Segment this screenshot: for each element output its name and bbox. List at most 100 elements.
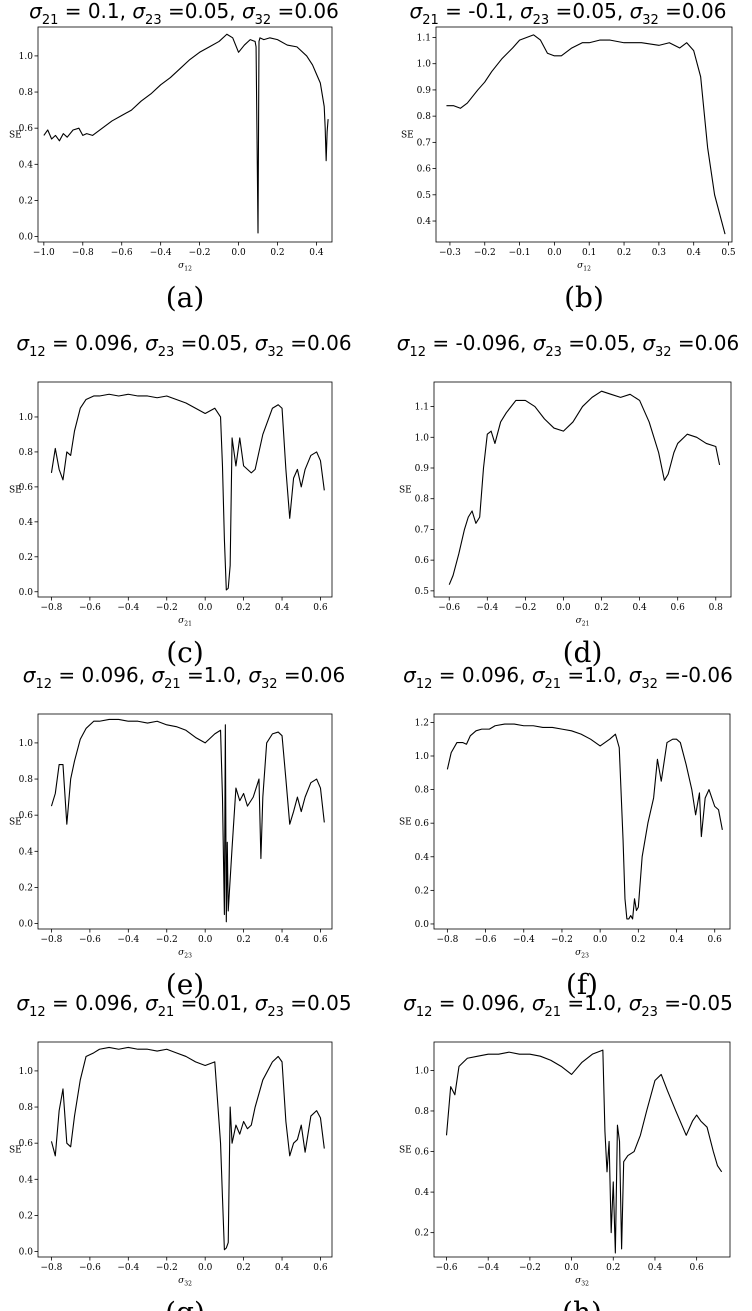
y-axis-label: SE (399, 1146, 412, 1156)
x-tick-label: −0.8 (41, 935, 63, 945)
chart-svg-1: σ21 = 0.1, σ23 =0.05, σ32 =0.06 −1.0 −0.8 −… (9, 0, 339, 314)
x-tick-label: −0.2 (189, 248, 211, 258)
y-tick-label: 0.9 (415, 464, 430, 474)
series-line (445, 1049, 723, 1254)
panel-caption: (c) (166, 636, 204, 669)
chart-svg-6: σ12 = 0.096, σ21 =1.0, σ32 =-0.06 −0.8 −0.… (399, 663, 733, 1001)
series-line (50, 718, 325, 923)
x-tick-label: 0.2 (631, 935, 645, 945)
y-tick-label: 0.6 (415, 819, 430, 829)
y-tick-label: 0.6 (19, 124, 34, 134)
y-tick-label: 1.0 (415, 752, 430, 762)
chart-svg-7: σ12 = 0.096, σ21 =0.01, σ23 =0.05 −0.8 −0.… (9, 991, 352, 1311)
y-tick-label: 1.0 (415, 433, 430, 443)
x-tick-label: −0.6 (475, 935, 497, 945)
x-tick-label: −0.6 (79, 603, 101, 613)
y-tick-label: 1.1 (417, 33, 431, 43)
x-tick-label: −0.4 (150, 248, 172, 258)
chart-svg-8: σ12 = 0.096, σ21 =1.0, σ23 =-0.05 −0.6 −0.… (399, 991, 733, 1311)
x-tick-label: 0.4 (309, 248, 324, 258)
x-axis-label: σ12 (178, 261, 192, 273)
plot-frame (37, 381, 333, 598)
x-tick-label: 0.1 (582, 248, 596, 258)
panel-caption: (b) (564, 281, 604, 314)
chart-panel-3: σ12 = 0.096, σ23 =0.05, σ32 =0.06 −0.8 −0.… (0, 330, 376, 669)
y-tick-label: 1.0 (19, 52, 34, 62)
x-axis-label: σ23 (178, 948, 192, 960)
panel-caption: (d) (563, 636, 603, 669)
chart-panel-2: σ21 = -0.1, σ23 =0.05, σ32 =0.06 −0.3 −0.2… (376, 0, 752, 320)
y-tick-label: 0.2 (19, 196, 33, 206)
y-tick-label: 0.8 (19, 448, 34, 458)
chart-panel-5: σ12 = 0.096, σ21 =1.0, σ32 =0.06 −0.8 −0.6… (0, 662, 376, 1001)
x-tick-label: 0.2 (617, 248, 631, 258)
x-tick-label: 0.0 (198, 935, 213, 945)
y-tick-label: 0.7 (415, 525, 430, 535)
panel-caption: (g) (165, 1296, 205, 1311)
x-tick-label: 0.2 (236, 935, 250, 945)
chart-title: σ12 = 0.096, σ23 =0.05, σ32 =0.06 (16, 331, 351, 360)
y-tick-label: 0.0 (19, 588, 34, 598)
y-tick-label: 0.4 (417, 217, 432, 227)
x-tick-label: 0.3 (652, 248, 667, 258)
x-tick-label: −0.6 (436, 1263, 458, 1273)
plot-frame (433, 713, 731, 930)
x-tick-label: −0.4 (513, 935, 535, 945)
y-tick-label: 0.8 (415, 1107, 430, 1117)
x-tick-label: 0.2 (236, 1263, 250, 1273)
series-line (50, 1046, 325, 1251)
y-tick-label: 0.0 (415, 920, 430, 930)
chart-panel-4: σ12 = -0.096, σ23 =0.05, σ32 =0.06 −0.6 −0… (376, 330, 752, 669)
x-tick-label: −0.6 (438, 603, 460, 613)
x-tick-label: 0.0 (564, 1263, 579, 1273)
y-tick-label: 1.0 (19, 413, 34, 423)
y-tick-label: 1.0 (417, 60, 432, 70)
chart-panel-6: σ12 = 0.096, σ21 =1.0, σ32 =-0.06 −0.8 −0.… (376, 662, 752, 1001)
x-tick-label: 0.6 (313, 1263, 328, 1273)
y-tick-label: 0.5 (417, 191, 432, 201)
x-tick-label: 0.8 (709, 603, 724, 613)
plot-frame (433, 381, 732, 598)
series-line (446, 723, 723, 920)
y-tick-label: 0.0 (19, 233, 34, 243)
x-tick-label: 0.0 (593, 935, 608, 945)
y-tick-label: 1.0 (415, 1066, 430, 1076)
x-tick-label: −0.4 (476, 603, 498, 613)
y-tick-label: 0.6 (19, 811, 34, 821)
y-tick-label: 0.8 (19, 1103, 34, 1113)
panel-caption: (h) (562, 1296, 602, 1311)
y-tick-label: 0.8 (19, 775, 34, 785)
x-tick-label: 0.4 (275, 603, 290, 613)
x-tick-label: 0.6 (313, 935, 328, 945)
y-tick-label: 0.8 (415, 495, 430, 505)
x-tick-label: −0.6 (111, 248, 133, 258)
y-tick-label: 0.2 (415, 886, 429, 896)
x-tick-label: 0.0 (231, 248, 246, 258)
chart-svg-2: σ21 = -0.1, σ23 =0.05, σ32 =0.06 −0.3 −0.2… (401, 0, 736, 314)
y-axis-label: SE (399, 818, 412, 828)
x-tick-label: 0.4 (632, 603, 647, 613)
series-line (50, 393, 325, 591)
y-tick-label: 0.7 (417, 138, 432, 148)
chart-panel-7: σ12 = 0.096, σ21 =0.01, σ23 =0.05 −0.8 −0.… (0, 990, 376, 1311)
y-tick-label: 1.0 (19, 739, 34, 749)
x-axis-label: σ12 (577, 261, 591, 273)
chart-title: σ21 = -0.1, σ23 =0.05, σ32 =0.06 (410, 0, 727, 28)
x-tick-label: 0.6 (671, 603, 686, 613)
plot-frame (433, 1041, 731, 1258)
x-tick-label: −0.8 (72, 248, 94, 258)
x-tick-label: 0.6 (313, 603, 328, 613)
x-axis-label: σ32 (178, 1276, 192, 1288)
y-tick-label: 0.4 (19, 160, 34, 170)
x-tick-label: −0.8 (41, 1263, 63, 1273)
x-tick-label: −0.4 (117, 603, 139, 613)
y-axis-label: SE (399, 486, 412, 496)
y-tick-label: 0.6 (19, 483, 34, 493)
x-tick-label: 0.2 (236, 603, 250, 613)
x-tick-label: 0.0 (556, 603, 571, 613)
x-tick-label: 0.2 (270, 248, 284, 258)
y-tick-label: 0.6 (417, 165, 432, 175)
y-tick-label: 0.0 (19, 1248, 34, 1258)
y-tick-label: 0.4 (19, 518, 34, 528)
y-axis-label: SE (9, 486, 22, 496)
